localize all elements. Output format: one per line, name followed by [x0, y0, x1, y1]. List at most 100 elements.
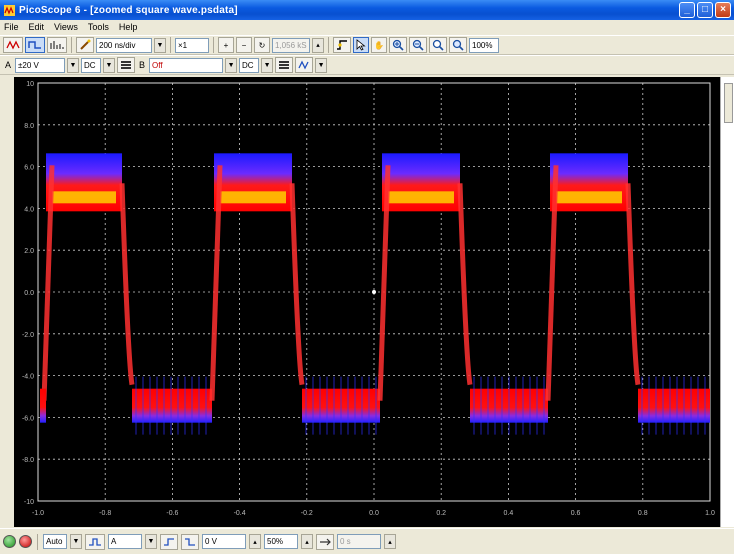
probe-icon[interactable]: [76, 37, 94, 53]
zoom-step-in-icon[interactable]: +: [218, 37, 234, 53]
menu-tools[interactable]: Tools: [87, 22, 109, 32]
window-title: PicoScope 6 - [zoomed square wave.psdata…: [19, 4, 238, 16]
zoom-fit-icon[interactable]: [449, 37, 467, 53]
zoom-out-icon[interactable]: [409, 37, 427, 53]
channel-b-range-dropdown-icon[interactable]: ▼: [225, 57, 238, 73]
rising-edge: [41, 165, 55, 401]
zoom-step-out-icon[interactable]: −: [236, 37, 252, 53]
trace-yellow-band: [52, 191, 116, 204]
status-bar: Auto ▼ A ▼ 0 V ▴ 50% ▴ 0 s ▴: [0, 528, 734, 554]
falling-edge: [457, 183, 473, 386]
trace-yellow-band: [556, 191, 622, 204]
trigger-marker-icon[interactable]: [333, 37, 351, 53]
samples-field[interactable]: 1,056 kS: [272, 37, 310, 53]
persistence-mode-icon[interactable]: [25, 37, 45, 53]
menu-edit[interactable]: Edit: [28, 22, 45, 32]
trigger-threshold-field[interactable]: 0 V: [202, 534, 246, 549]
start-capture-button[interactable]: [3, 535, 16, 548]
x-tick-label: 0.6: [571, 510, 581, 517]
trigger-source-dropdown-icon[interactable]: ▼: [145, 534, 157, 549]
trigger-mode-select[interactable]: Auto: [43, 534, 67, 549]
y-tick-label: 0.0: [24, 290, 34, 297]
zoom-percent-field[interactable]: 100%: [469, 37, 499, 53]
channel-a-coupling-dropdown-icon[interactable]: ▼: [103, 57, 116, 73]
capture-toolbar: 200 ns/div ▼ ×1 + − ↻ 1,056 kS ▴ ✋ 100%: [0, 35, 734, 55]
channel-a-options-icon[interactable]: [117, 57, 136, 73]
y-tick-label: 10: [26, 81, 34, 88]
x-tick-label: -1.0: [32, 510, 44, 517]
math-dropdown-icon[interactable]: ▼: [315, 57, 328, 73]
channel-a-label: A: [5, 60, 12, 70]
x-tick-label: -0.8: [99, 510, 111, 517]
close-button[interactable]: ×: [715, 2, 731, 18]
trigger-type-icon[interactable]: [85, 533, 105, 550]
threshold-spin-icon[interactable]: ▴: [249, 534, 261, 549]
trigger-source-select[interactable]: A: [108, 534, 142, 549]
delay-field[interactable]: 0 s: [337, 534, 381, 549]
math-channel-icon[interactable]: [295, 57, 314, 73]
x-tick-label: 0.2: [436, 510, 446, 517]
channel-b-options-icon[interactable]: [275, 57, 294, 73]
falling-edge: [119, 183, 135, 386]
channel-a-range-select[interactable]: ±20 V: [15, 57, 66, 73]
persistence-traces: [40, 153, 710, 435]
scope-view[interactable]: 10 8.0 6.0 4.0 2.0 0.0 -2.0 -4.0 -6.0 -8.0 -10 -1.…: [14, 77, 720, 527]
spectrum-mode-icon[interactable]: [47, 37, 67, 53]
zoom-factor-select[interactable]: ×1: [175, 37, 209, 53]
rising-edge: [209, 165, 223, 401]
rising-edge: [545, 165, 559, 401]
zoom-reset-icon[interactable]: ↻: [254, 37, 270, 53]
trace-yellow-band: [388, 191, 454, 204]
channel-toolbar: A ±20 V ▼ DC ▼ B Off ▼ DC ▼ ▼: [0, 55, 734, 75]
pretrigger-field[interactable]: 50%: [264, 534, 298, 549]
scope-display: 10 8.0 6.0 4.0 2.0 0.0 -2.0 -4.0 -6.0 -8.0 -10 -1.…: [22, 81, 715, 517]
right-panel: [720, 77, 734, 527]
minimize-button[interactable]: _: [679, 2, 695, 18]
x-axis-labels: -1.0 -0.8 -0.6 -0.4 -0.2 0.0 0.2 0.4 0.6 0.8 1.0: [32, 510, 715, 517]
x-tick-label: 0.8: [638, 510, 648, 517]
delay-spin-icon[interactable]: ▴: [384, 534, 396, 549]
samples-spin-icon[interactable]: ▴: [312, 37, 324, 53]
channel-b-range-select[interactable]: Off: [149, 57, 224, 73]
x-tick-label: 0.0: [369, 510, 379, 517]
channel-a-range-dropdown-icon[interactable]: ▼: [67, 57, 80, 73]
channel-b-coupling-dropdown-icon[interactable]: ▼: [261, 57, 274, 73]
title-bar[interactable]: PicoScope 6 - [zoomed square wave.psdata…: [0, 0, 734, 20]
trace-low-band: [132, 388, 212, 423]
y-tick-label: -6.0: [22, 415, 34, 422]
plot-border: [37, 82, 711, 502]
x-tick-label: -0.4: [234, 510, 246, 517]
delay-icon[interactable]: [316, 533, 334, 550]
y-tick-label: 6.0: [24, 165, 34, 172]
pretrigger-spin-icon[interactable]: ▴: [301, 534, 313, 549]
zoom-rect-icon[interactable]: [429, 37, 447, 53]
y-tick-label: -10: [24, 499, 34, 506]
x-tick-label: 0.4: [504, 510, 514, 517]
rising-edge-icon[interactable]: [160, 533, 178, 550]
hand-tool-icon[interactable]: ✋: [371, 37, 387, 53]
stop-capture-button[interactable]: [19, 535, 32, 548]
rising-edge: [377, 165, 391, 401]
timebase-select[interactable]: 200 ns/div: [96, 37, 152, 53]
menu-views[interactable]: Views: [54, 22, 78, 32]
falling-edge-icon[interactable]: [181, 533, 199, 550]
zoom-in-icon[interactable]: [389, 37, 407, 53]
left-margin: [0, 77, 14, 527]
channel-b-coupling-select[interactable]: DC: [239, 57, 260, 73]
trigger-mode-dropdown-icon[interactable]: ▼: [70, 534, 82, 549]
scope-mode-icon[interactable]: [3, 37, 23, 53]
x-tick-label: -0.6: [166, 510, 178, 517]
maximize-button[interactable]: □: [697, 2, 713, 18]
y-tick-label: 2.0: [24, 248, 34, 255]
falling-edge: [289, 183, 305, 386]
y-axis-labels: 10 8.0 6.0 4.0 2.0 0.0 -2.0 -4.0 -6.0 -8.0 -10: [22, 81, 34, 506]
side-tab[interactable]: [724, 83, 733, 123]
pointer-tool-icon[interactable]: [353, 37, 369, 53]
y-tick-label: -2.0: [22, 332, 34, 339]
channel-a-coupling-select[interactable]: DC: [81, 57, 102, 73]
timebase-dropdown-icon[interactable]: ▼: [154, 37, 166, 53]
menu-file[interactable]: File: [4, 22, 19, 32]
y-tick-label: 4.0: [24, 206, 34, 213]
menu-help[interactable]: Help: [118, 22, 138, 32]
